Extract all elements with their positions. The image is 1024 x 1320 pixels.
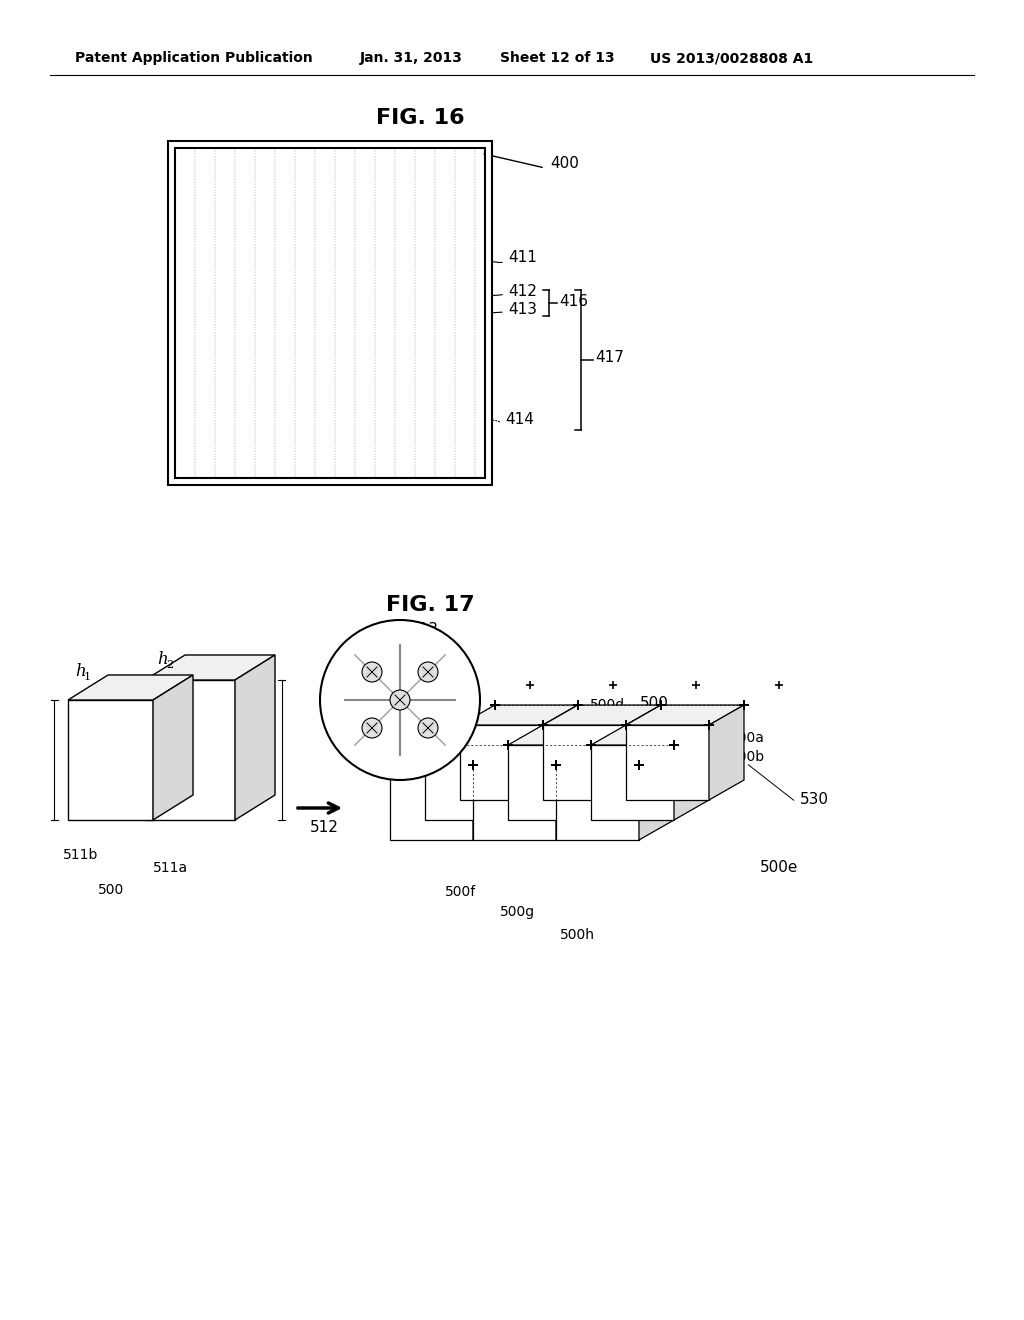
Polygon shape (473, 744, 508, 840)
Polygon shape (626, 705, 744, 725)
Polygon shape (543, 705, 578, 800)
Bar (591, 744, 674, 820)
Polygon shape (556, 744, 674, 766)
Text: 412: 412 (508, 284, 537, 298)
Polygon shape (473, 744, 591, 766)
Polygon shape (390, 744, 508, 766)
Text: 500c: 500c (530, 711, 564, 725)
Bar (68, 700, 153, 820)
Polygon shape (543, 705, 662, 725)
Circle shape (418, 663, 438, 682)
Bar (626, 725, 709, 800)
Polygon shape (591, 725, 709, 744)
Polygon shape (68, 675, 193, 700)
Circle shape (418, 718, 438, 738)
Text: 413: 413 (508, 301, 537, 317)
Text: 500d: 500d (590, 698, 625, 711)
Text: 1: 1 (84, 672, 91, 682)
Bar (168, 478, 492, 484)
Polygon shape (234, 655, 275, 820)
Bar (460, 725, 543, 800)
Polygon shape (508, 725, 543, 820)
Polygon shape (591, 725, 626, 820)
Polygon shape (460, 705, 578, 725)
Polygon shape (425, 725, 543, 744)
Text: 500: 500 (98, 883, 124, 898)
Bar (543, 725, 626, 800)
Circle shape (319, 620, 480, 780)
Text: 500: 500 (640, 696, 669, 710)
Text: 416: 416 (559, 293, 588, 309)
Text: FIG. 16: FIG. 16 (376, 108, 464, 128)
Text: 417: 417 (595, 351, 624, 366)
Text: 411: 411 (508, 251, 537, 265)
Polygon shape (153, 675, 193, 820)
Text: 500b: 500b (730, 750, 765, 764)
Polygon shape (709, 705, 744, 800)
Polygon shape (639, 744, 674, 840)
Bar (168, 141, 175, 484)
Text: 500a: 500a (730, 731, 765, 744)
Text: 500h: 500h (560, 928, 595, 942)
Bar (168, 141, 492, 484)
Bar (473, 766, 556, 840)
Text: 414: 414 (505, 412, 534, 428)
Polygon shape (508, 725, 626, 744)
Text: Jan. 31, 2013: Jan. 31, 2013 (360, 51, 463, 65)
Bar (168, 141, 492, 148)
Text: 530: 530 (800, 792, 829, 808)
Polygon shape (674, 725, 709, 820)
Text: 513: 513 (410, 623, 439, 638)
Polygon shape (556, 744, 591, 840)
Text: Patent Application Publication: Patent Application Publication (75, 51, 312, 65)
Text: 2: 2 (166, 660, 173, 671)
Bar (390, 766, 473, 840)
Text: h: h (157, 652, 168, 668)
Text: 500f: 500f (445, 884, 476, 899)
Text: Sheet 12 of 13: Sheet 12 of 13 (500, 51, 614, 65)
Bar (485, 141, 492, 484)
Polygon shape (145, 655, 275, 680)
Bar (175, 148, 485, 478)
Text: 500e: 500e (760, 861, 799, 875)
Bar (145, 680, 234, 820)
Text: 400: 400 (550, 156, 579, 170)
Bar (425, 744, 508, 820)
Text: 500g: 500g (500, 906, 536, 919)
Text: 512: 512 (310, 821, 339, 836)
Polygon shape (626, 705, 662, 800)
Text: h: h (75, 664, 86, 681)
Bar (508, 744, 591, 820)
Text: 511b: 511b (63, 847, 98, 862)
Text: US 2013/0028808 A1: US 2013/0028808 A1 (650, 51, 813, 65)
Circle shape (390, 690, 410, 710)
Circle shape (362, 663, 382, 682)
Text: 511a: 511a (153, 861, 188, 875)
Bar (556, 766, 639, 840)
Text: FIG. 17: FIG. 17 (386, 595, 474, 615)
Circle shape (362, 718, 382, 738)
